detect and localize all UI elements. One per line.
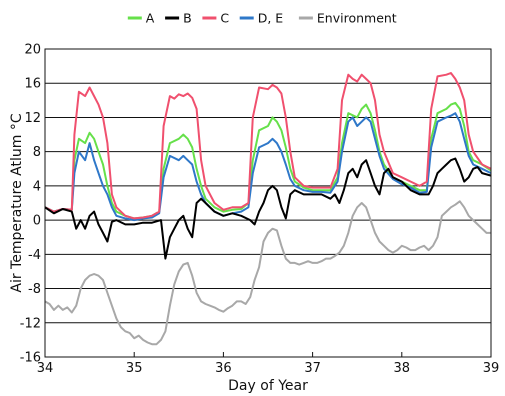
series-line-a <box>44 101 492 220</box>
y-tick-label: 16 <box>24 77 41 92</box>
y-axis-ticks: -16 -12 -8 -4 0 4 8 12 16 20 <box>20 43 41 366</box>
x-tick-label: 35 <box>126 361 143 376</box>
y-tick-label: -8 <box>28 282 41 297</box>
y-axis-title: Air Temperature Atlum °C <box>9 113 25 292</box>
y-tick-label: -4 <box>28 248 41 263</box>
y-tick-label: 20 <box>24 43 41 58</box>
x-tick-label: 36 <box>215 361 232 376</box>
legend: A B C D, E Environment <box>127 11 397 26</box>
y-tick-label: 8 <box>33 145 41 160</box>
x-tick-label: 39 <box>483 361 500 376</box>
series-line-d-e <box>44 112 492 222</box>
x-tick-label: 37 <box>304 361 321 376</box>
series-line-c <box>44 72 492 220</box>
legend-label-d-e: D, E <box>258 11 284 26</box>
y-tick-label: 12 <box>24 111 41 126</box>
y-tick-label: 0 <box>33 214 41 229</box>
x-tick-label: 38 <box>394 361 411 376</box>
x-tick-label: 34 <box>37 361 54 376</box>
series-lines <box>44 72 492 346</box>
y-tick-label: -12 <box>20 316 41 331</box>
series-line-b <box>44 157 492 260</box>
legend-label-b: B <box>183 11 192 26</box>
legend-label-c: C <box>220 11 229 26</box>
y-tick-label: 4 <box>33 179 41 194</box>
y-tick-label: -16 <box>20 351 41 366</box>
legend-label-a: A <box>146 11 155 26</box>
plot-area-frame <box>44 48 492 358</box>
x-axis-title: Day of Year <box>228 378 308 394</box>
x-axis-ticks: 34 35 36 37 38 39 <box>37 352 500 376</box>
series-line-environment <box>44 200 491 346</box>
legend-label-environment: Environment <box>317 11 397 26</box>
